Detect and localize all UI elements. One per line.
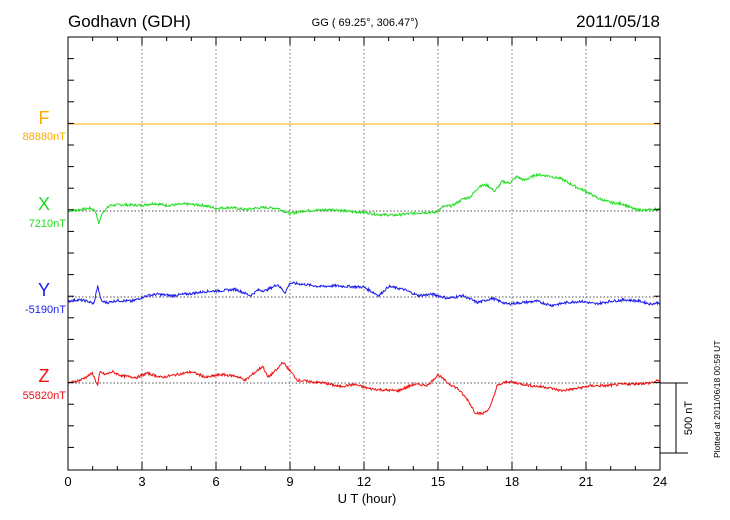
x-tick-label: 6: [212, 474, 219, 489]
f-baseline-label: 88880nT: [22, 131, 66, 143]
geographic-coordinates: GG ( 69.25°, 306.47°): [311, 17, 419, 29]
z-component-label: Z: [38, 366, 50, 386]
x-baseline-label: 7210nT: [28, 218, 66, 230]
series-lines: [67, 123, 661, 416]
date-label: 2011/05/18: [576, 12, 660, 31]
x-tick-label: 15: [431, 474, 445, 489]
x-tick-label: 0: [64, 474, 71, 489]
f-component-label: F: [38, 108, 50, 128]
x-component-label: X: [37, 194, 50, 214]
series-x-line: [67, 172, 661, 225]
x-tick-label: 12: [357, 474, 371, 489]
x-tick-label: 21: [579, 474, 593, 489]
scale-bar: 500 nT: [660, 382, 695, 454]
x-axis-label: U T (hour): [338, 491, 397, 506]
series-z-line: [67, 361, 661, 416]
z-baseline-label: 55820nT: [22, 390, 66, 402]
scale-bar-label: 500 nT: [683, 401, 695, 436]
axis-ticks: 0 3 6 9 12 15 18 21 24: [64, 37, 667, 489]
series-y-line: [67, 281, 661, 308]
y-baseline-label: -5190nT: [25, 304, 66, 316]
x-tick-label: 18: [505, 474, 519, 489]
x-tick-label: 9: [286, 474, 293, 489]
station-title: Godhavn (GDH): [68, 12, 191, 31]
grid: [141, 37, 587, 470]
x-tick-label: 24: [653, 474, 667, 489]
x-tick-label: 3: [138, 474, 145, 489]
y-component-label: Y: [37, 280, 50, 300]
